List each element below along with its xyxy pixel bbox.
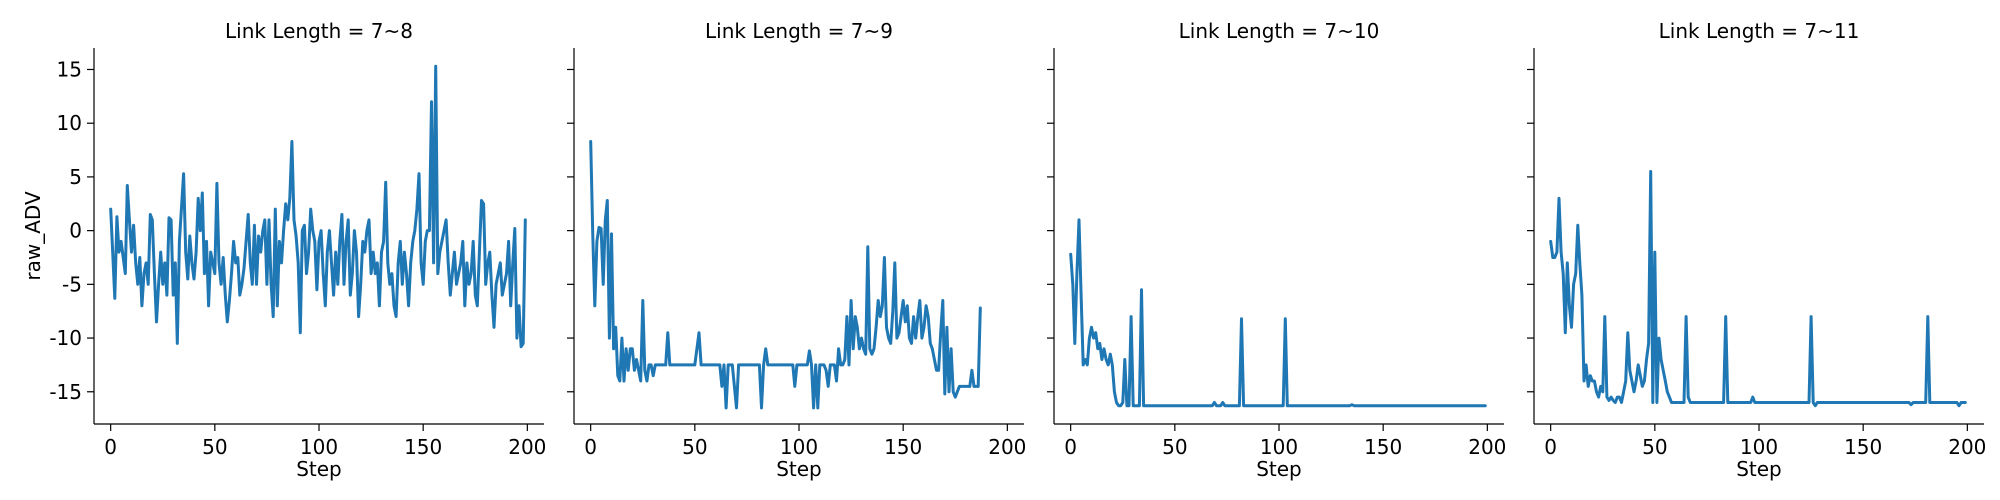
x-tick-label: 150 xyxy=(1844,435,1882,459)
x-tick-label: 200 xyxy=(508,435,546,459)
panel-4: Link Length = 7~11 0 50 100 150 200 Step xyxy=(1527,19,1986,481)
x-tick-label: 150 xyxy=(1364,435,1402,459)
x-tick-label: 50 xyxy=(1162,435,1187,459)
x-axis-label: Step xyxy=(776,457,822,481)
y-tick-label: -10 xyxy=(49,326,82,350)
x-tick-label: 0 xyxy=(1544,435,1557,459)
panel-1: Link Length = 7~8 0 50 100 150 200 -15 -10 -5 0 5 1… xyxy=(21,19,546,481)
x-tick-label: 200 xyxy=(1468,435,1506,459)
y-tick-label: 0 xyxy=(69,219,82,243)
y-tick-label: -15 xyxy=(49,380,82,404)
x-tick-label: 50 xyxy=(202,435,227,459)
x-tick-label: 100 xyxy=(780,435,818,459)
panel-title: Link Length = 7~10 xyxy=(1179,19,1380,43)
y-tick-label: -5 xyxy=(62,272,82,296)
y-tick-label: 5 xyxy=(69,165,82,189)
y-axis-label: raw_ADV xyxy=(21,191,45,281)
x-axis-label: Step xyxy=(296,457,342,481)
series-line-1 xyxy=(111,66,526,346)
y-tick-label: 10 xyxy=(57,111,82,135)
x-tick-label: 50 xyxy=(1642,435,1667,459)
y-tick-label: 15 xyxy=(57,57,82,81)
x-tick-label: 0 xyxy=(1064,435,1077,459)
series-line-1 xyxy=(1071,220,1486,406)
panel-title: Link Length = 7~11 xyxy=(1659,19,1860,43)
x-axis-label: Step xyxy=(1256,457,1302,481)
x-tick-label: 100 xyxy=(1260,435,1298,459)
x-tick-label: 100 xyxy=(300,435,338,459)
x-tick-label: 200 xyxy=(1948,435,1986,459)
x-tick-label: 0 xyxy=(584,435,597,459)
x-tick-label: 50 xyxy=(682,435,707,459)
x-tick-label: 100 xyxy=(1740,435,1778,459)
x-tick-label: 200 xyxy=(988,435,1026,459)
x-tick-label: 150 xyxy=(884,435,922,459)
series-line-1 xyxy=(591,142,981,408)
panel-3: Link Length = 7~10 0 50 100 150 200 Step xyxy=(1047,19,1506,481)
panel-title: Link Length = 7~8 xyxy=(225,19,413,43)
panel-title: Link Length = 7~9 xyxy=(705,19,893,43)
panel-2: Link Length = 7~9 0 50 100 150 200 Step xyxy=(567,19,1026,481)
series-line-1 xyxy=(1551,172,1966,406)
x-tick-label: 0 xyxy=(104,435,117,459)
x-axis-label: Step xyxy=(1736,457,1782,481)
x-tick-label: 150 xyxy=(404,435,442,459)
